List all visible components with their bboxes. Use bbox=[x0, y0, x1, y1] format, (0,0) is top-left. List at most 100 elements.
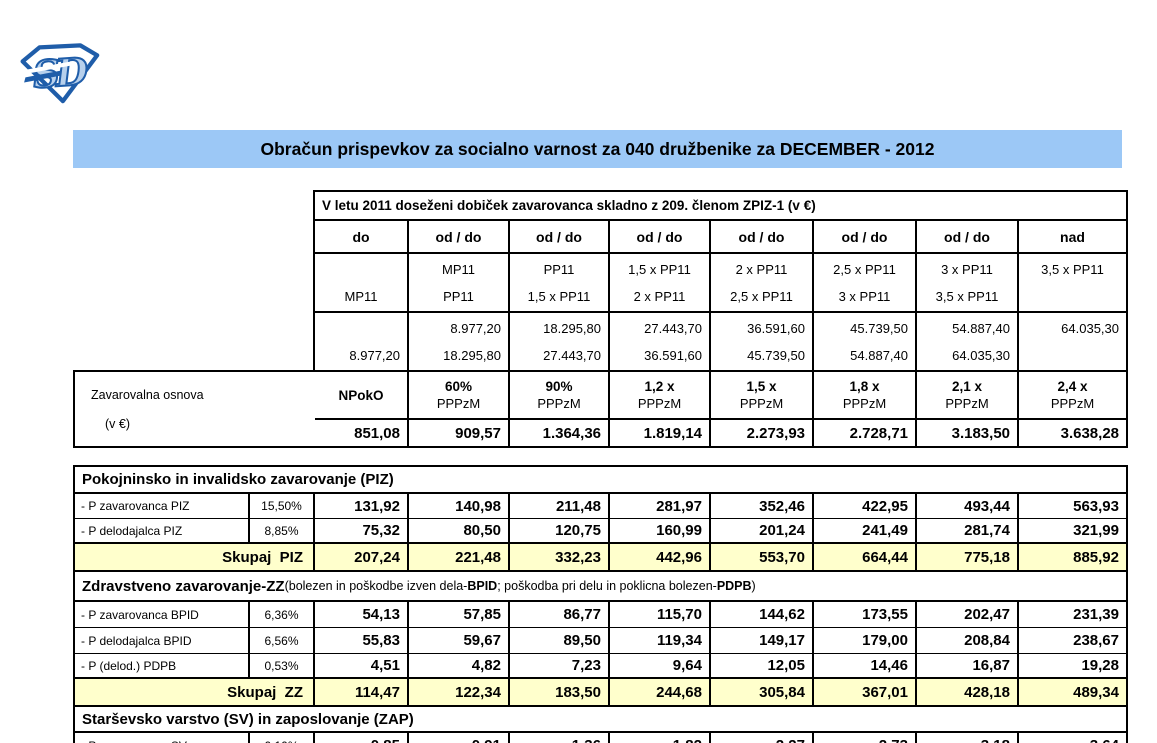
range-label-top: 3,5 x PP11 bbox=[1041, 261, 1104, 277]
row-label: - P zavarovanca SV bbox=[75, 733, 250, 743]
row-value: 202,47 bbox=[917, 602, 1019, 627]
row-value: 2,27 bbox=[711, 733, 814, 743]
total-piz-row: Skupaj PIZ 207,24 221,48 332,23 442,96 553,7… bbox=[75, 544, 1126, 572]
zz-section-text2: ; poškodba pri delu in poklicna bolezen- bbox=[497, 579, 717, 593]
zz-section-row: Zdravstveno zavarovanje-ZZ (bolezen in p… bbox=[75, 572, 1126, 602]
zz-section-bpid: BPID bbox=[467, 579, 498, 593]
sv-section-title: Starševsko varstvo (SV) in zaposlovanje … bbox=[82, 710, 414, 728]
total-value: 367,01 bbox=[814, 679, 917, 705]
row-rate: 6,56% bbox=[250, 628, 315, 653]
logo-letters: SD bbox=[31, 49, 90, 97]
contribution-row-sv-insured: - P zavarovanca SV 0,10% 0,850,911,361,8… bbox=[75, 733, 1126, 743]
row-label: - P delodajalca BPID bbox=[75, 628, 250, 653]
profit-table-title: V letu 2011 doseženi dobiček zavarovanca… bbox=[315, 192, 1126, 221]
total-value: 122,34 bbox=[409, 679, 510, 705]
range-value-bottom bbox=[1019, 342, 1126, 369]
range-value-bottom: 36.591,60 bbox=[644, 347, 702, 363]
range-value-top: 54.887,40 bbox=[952, 320, 1010, 336]
total-value: 207,24 bbox=[315, 544, 409, 570]
base-header-bottom: PPPzM bbox=[945, 396, 989, 411]
contribution-row-piz-employer: - P delodajalca PIZ 8,85% 75,32 80,50 120,… bbox=[75, 519, 1126, 544]
range-value-bottom: 45.739,50 bbox=[747, 347, 805, 363]
base-value-cell: 2.273,93 bbox=[711, 420, 814, 446]
row-value: 144,62 bbox=[711, 602, 814, 627]
range-label-top: MP11 bbox=[442, 261, 475, 277]
contribution-row-zz-insured: - P zavarovanca BPID 6,36% 54,13 57,85 86,… bbox=[75, 602, 1126, 628]
row-label: - P zavarovanca BPID bbox=[75, 602, 250, 627]
total-piz-label: Skupaj PIZ bbox=[75, 544, 315, 570]
base-value-cell: 3.183,50 bbox=[917, 420, 1019, 446]
range-label-top: 1,5 x PP11 bbox=[628, 261, 691, 277]
range-value-cell: 8.977,20 18.295,80 bbox=[409, 313, 510, 370]
base-value-cell: 851,08 bbox=[315, 420, 409, 446]
base-header-cell: 1,5 x PPPzM bbox=[711, 372, 814, 418]
row-value: 211,48 bbox=[510, 494, 610, 518]
bound-type-cell: od / do bbox=[409, 221, 510, 252]
range-value-cell: 54.887,40 64.035,30 bbox=[917, 313, 1019, 370]
row-value: 131,92 bbox=[315, 494, 409, 518]
row-value: 4,51 bbox=[315, 654, 409, 677]
range-value-top bbox=[315, 315, 407, 342]
row-value: 9,64 bbox=[610, 654, 711, 677]
base-header-top: 1,5 x bbox=[746, 379, 777, 394]
row-rate: 0,10% bbox=[250, 733, 315, 743]
total-value: 664,44 bbox=[814, 544, 917, 570]
range-value-cell: 27.443,70 36.591,60 bbox=[610, 313, 711, 370]
row-rate: 6,36% bbox=[250, 602, 315, 627]
row-value: 149,17 bbox=[711, 628, 814, 653]
range-value-cell: 64.035,30 bbox=[1019, 313, 1126, 370]
title-banner: Obračun prispevkov za socialno varnost z… bbox=[73, 130, 1122, 168]
row-value: 160,99 bbox=[610, 519, 711, 542]
range-label-bottom: 3,5 x PP11 bbox=[935, 288, 999, 304]
range-label-top: 2 x PP11 bbox=[735, 261, 788, 277]
row-value: 89,50 bbox=[510, 628, 610, 653]
row-value: 1,82 bbox=[610, 733, 711, 743]
zz-section-text1: (bolezen in poškodbe izven dela- bbox=[284, 579, 468, 593]
base-header-cell: 2,1 x PPPzM bbox=[917, 372, 1019, 418]
zz-section-bold: Zdravstveno zavarovanje-ZZ bbox=[82, 577, 285, 595]
row-value: 86,77 bbox=[510, 602, 610, 627]
base-header-cell: 90% PPPzM bbox=[510, 372, 610, 418]
total-value: 885,92 bbox=[1073, 548, 1119, 566]
total-value: 332,23 bbox=[510, 544, 610, 570]
row-value: 115,70 bbox=[610, 602, 711, 627]
row-label: - P (delod.) PDPB bbox=[75, 654, 250, 677]
row-value: 14,46 bbox=[814, 654, 917, 677]
range-value-top: 64.035,30 bbox=[1061, 320, 1119, 336]
total-zz-label: Skupaj ZZ bbox=[75, 679, 315, 705]
row-value: 179,00 bbox=[814, 628, 917, 653]
base-value-cell: 3.638,28 bbox=[1060, 424, 1119, 442]
row-value: 19,28 bbox=[1081, 657, 1119, 674]
base-header-bottom: PPPzM bbox=[637, 396, 682, 411]
range-value-top: 36.591,60 bbox=[747, 320, 805, 336]
row-value: 321,99 bbox=[1073, 522, 1119, 539]
base-value-cell: 1.364,36 bbox=[510, 420, 610, 446]
bound-type-cell: do bbox=[315, 221, 409, 252]
range-label-top: 2,5 x PP11 bbox=[833, 261, 896, 277]
range-value-cell: 36.591,60 45.739,50 bbox=[711, 313, 814, 370]
row-value: 54,13 bbox=[315, 602, 409, 627]
total-value: 244,68 bbox=[610, 679, 711, 705]
row-rate: 8,85% bbox=[250, 519, 315, 542]
row-value: 7,23 bbox=[510, 654, 610, 677]
base-header-cell: NPokO bbox=[315, 372, 409, 418]
row-value: 208,84 bbox=[917, 628, 1019, 653]
base-value-cell: 909,57 bbox=[409, 420, 510, 446]
contribution-row-piz-insured: - P zavarovanca PIZ 15,50% 131,92 140,98 2… bbox=[75, 494, 1126, 519]
base-header-top: 1,2 x bbox=[644, 379, 675, 394]
row-value: 1,36 bbox=[510, 733, 610, 743]
profit-ranges-table: V letu 2011 doseženi dobiček zavarovanca… bbox=[313, 190, 1128, 448]
row-value: 238,67 bbox=[1073, 632, 1119, 649]
range-label-cell: MP11 PP11 bbox=[409, 254, 510, 311]
total-value: 442,96 bbox=[610, 544, 711, 570]
base-header-bottom: PPPzM bbox=[1050, 396, 1095, 411]
bound-type-cell: nad bbox=[1060, 228, 1085, 245]
bound-type-cell: od / do bbox=[814, 221, 917, 252]
total-zz-row: Skupaj ZZ 114,47 122,34 183,50 244,68 305,84… bbox=[75, 679, 1126, 707]
range-value-bottom: 18.295,80 bbox=[443, 347, 501, 363]
contributions-table: Pokojninsko in invalidsko zavarovanje (P… bbox=[73, 465, 1128, 743]
total-value: 305,84 bbox=[711, 679, 814, 705]
range-label-top: 3 x PP11 bbox=[941, 261, 993, 277]
base-header-cell: 60% PPPzM bbox=[409, 372, 510, 418]
range-value-row: 8.977,20 8.977,20 18.295,80 18.295,80 27… bbox=[315, 313, 1126, 372]
